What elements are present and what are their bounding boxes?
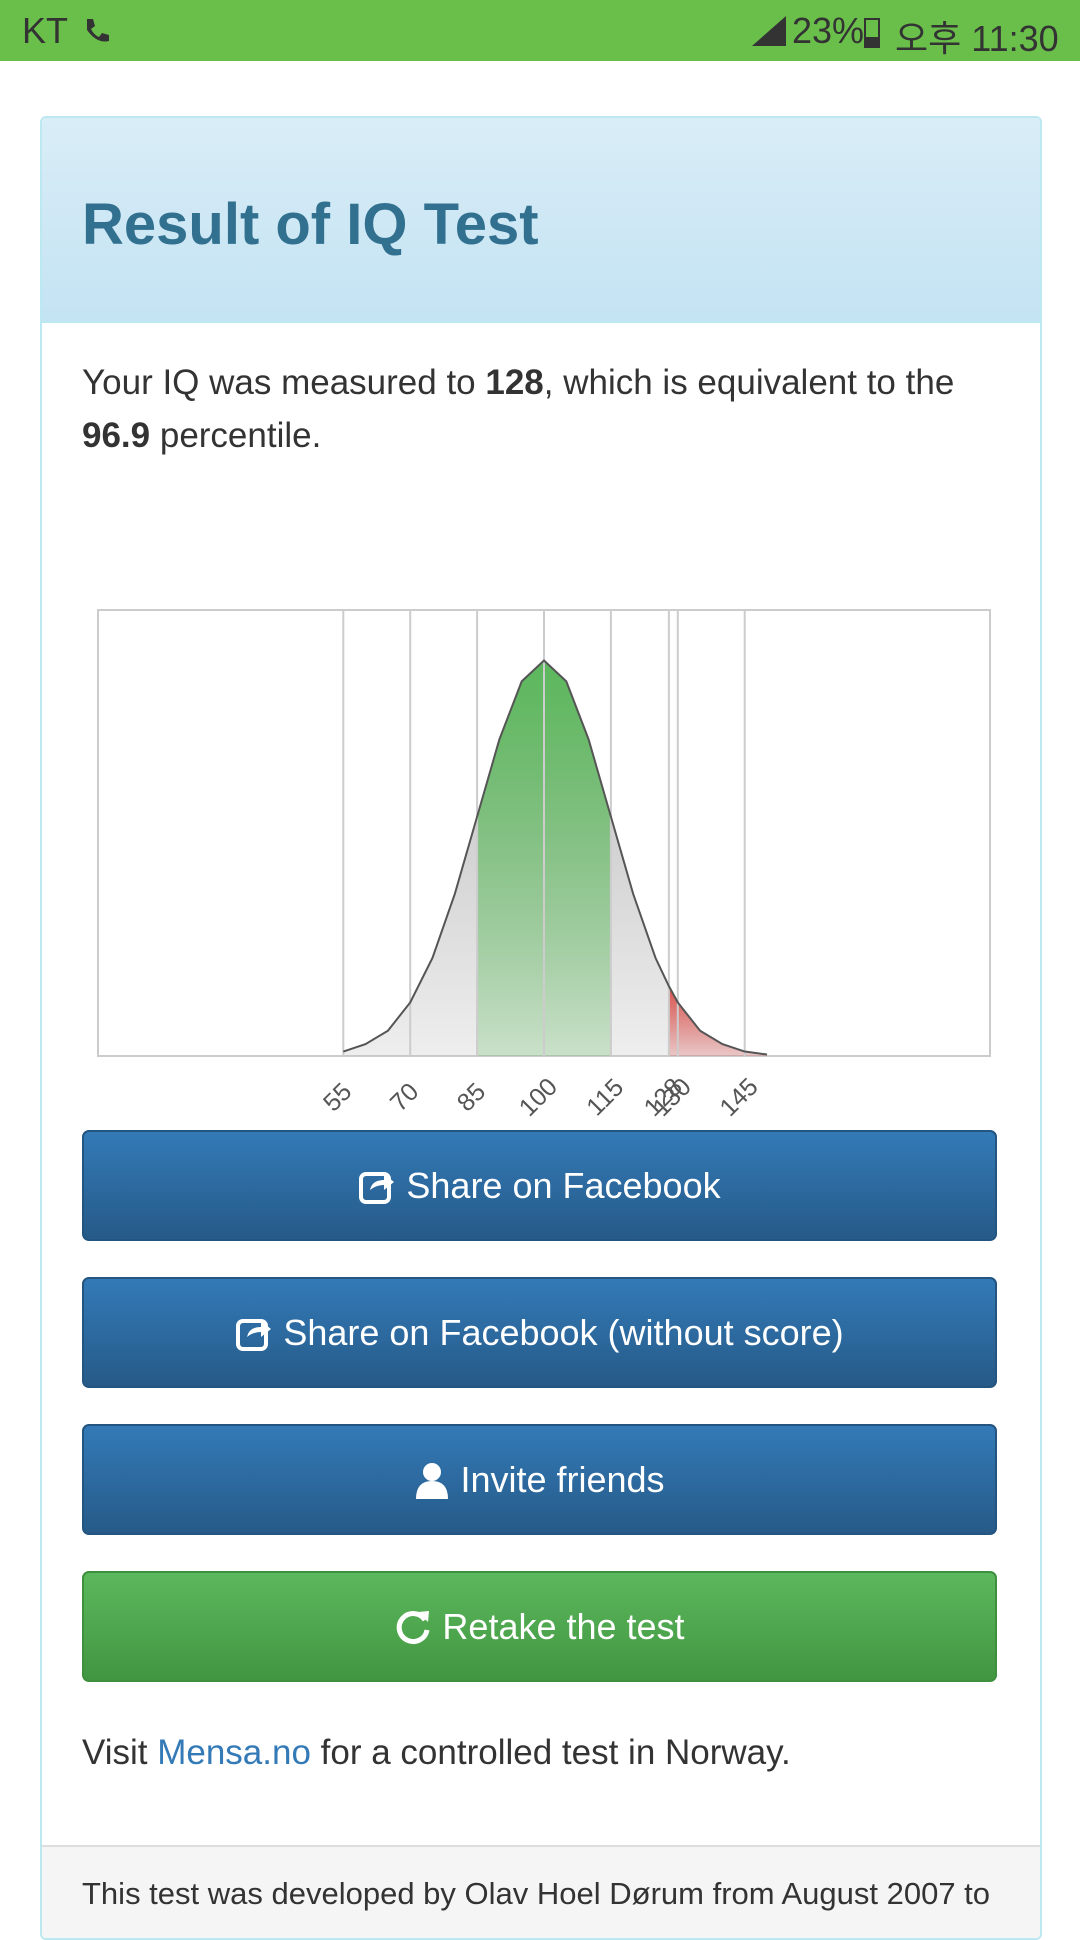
text: Visit: [82, 1733, 158, 1772]
call-icon: [87, 19, 109, 42]
battery-icon: [864, 18, 880, 48]
button-label: Invite friends: [460, 1458, 665, 1500]
footer-text: This test was developed by Olav Hoel Dør…: [82, 1876, 991, 1911]
result-text: Your IQ was measured to 128, which is eq…: [82, 356, 1012, 462]
button-label: Share on Facebook (without score): [283, 1311, 844, 1353]
x-tick-label: 100: [514, 1073, 563, 1122]
x-tick-label: 55: [318, 1078, 357, 1117]
button-label: Retake the test: [442, 1605, 685, 1647]
button-label: Share on Facebook: [406, 1164, 721, 1206]
title: Result of IQ Test: [82, 192, 539, 257]
text: Your IQ was measured to: [82, 363, 486, 402]
carrier: KT: [22, 10, 69, 51]
percentile: 96.9: [82, 416, 151, 455]
result-panel: Result of IQ Test Your IQ was measured t…: [40, 116, 1042, 1940]
x-tick-label: 70: [385, 1078, 424, 1117]
invite-button[interactable]: Invite friends: [82, 1424, 997, 1535]
signal-icon: [752, 16, 786, 46]
area-highlight: [668, 986, 767, 1056]
x-tick-label: 85: [452, 1078, 491, 1117]
share-icon: [359, 1171, 395, 1204]
share-button[interactable]: Share on Facebook (without score): [82, 1277, 997, 1388]
text: , which is equivalent to the: [543, 363, 955, 402]
battery-level: 23%: [792, 10, 865, 51]
mensa-text: Visit Mensa.no for a controlled test in …: [82, 1726, 1012, 1779]
status-bar: KT 23% 오후 11:30: [0, 0, 1080, 61]
x-tick-label: 145: [714, 1073, 763, 1122]
text: for a controlled test in Norway.: [310, 1733, 791, 1772]
density-curve: [342, 659, 768, 1056]
clock: 오후 11:30: [895, 18, 1059, 59]
share-icon: [236, 1318, 272, 1351]
share-button[interactable]: Share on Facebook: [82, 1130, 997, 1241]
retake-button[interactable]: Retake the test: [82, 1571, 997, 1682]
footer: This test was developed by Olav Hoel Dør…: [42, 1845, 1040, 1938]
iq-chart: 557085100115128130145IQ: 128: [97, 609, 991, 1155]
panel-header: Result of IQ Test: [42, 118, 1040, 323]
user-icon: [416, 1462, 449, 1499]
x-tick-label: 115: [581, 1073, 629, 1121]
mensa-link[interactable]: Mensa.no: [157, 1733, 311, 1772]
refresh-icon: [397, 1610, 430, 1644]
text: percentile.: [150, 416, 322, 455]
iq-score: 128: [485, 363, 544, 402]
